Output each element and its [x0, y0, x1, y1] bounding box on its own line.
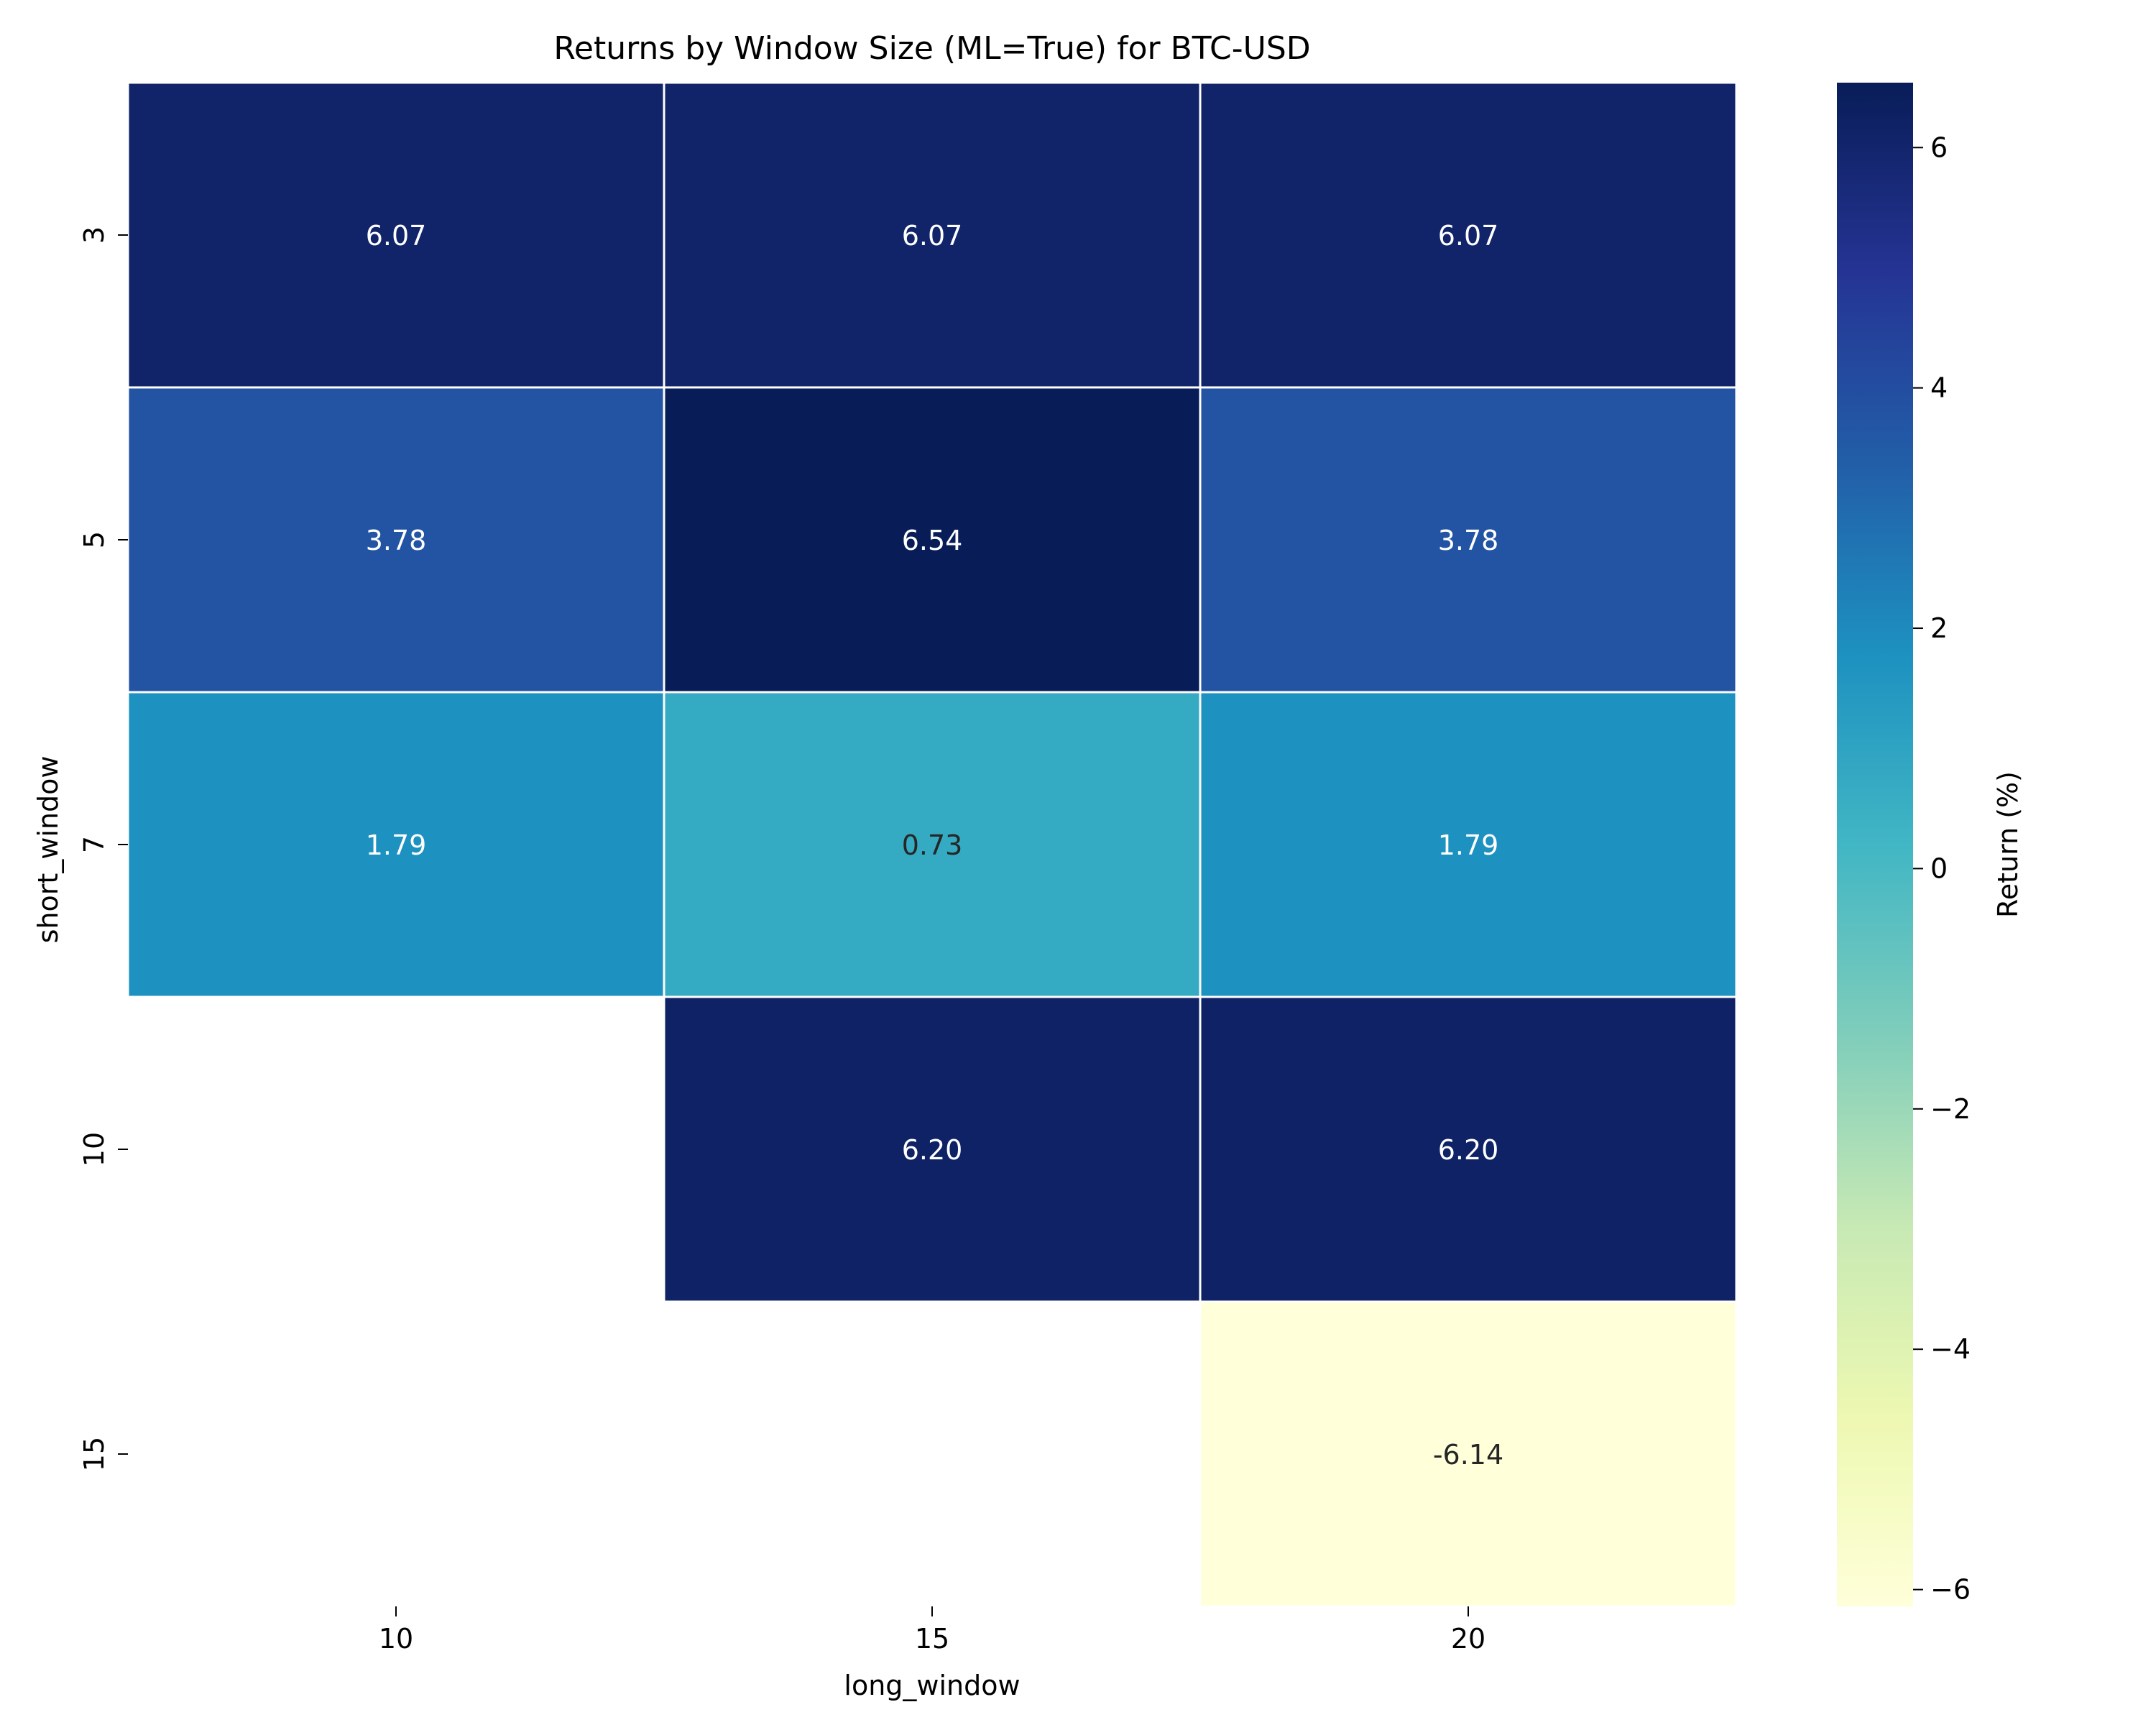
- colorbar-ticks: 6 4 2 0 −2 −4 −6: [1913, 132, 1971, 1606]
- heatmap-cell: [126, 81, 665, 389]
- chart-title: Returns by Window Size (ML=True) for BTC…: [553, 30, 1310, 67]
- x-axis-label: long_window: [844, 1670, 1020, 1701]
- heatmap-cell: [663, 995, 1202, 1303]
- heatmap-cell: [663, 386, 1202, 694]
- colorbar-tick-label: 0: [1930, 852, 1948, 884]
- x-axis: 10 15 20: [379, 1606, 1485, 1655]
- colorbar-gradient: [1837, 83, 1913, 1606]
- colorbar-label: Return (%): [1992, 771, 2024, 918]
- y-tick-label: 10: [78, 1132, 110, 1167]
- colorbar-tick-label: 6: [1930, 132, 1948, 163]
- heatmap-cell: [663, 81, 1202, 389]
- heatmap-cell: [1199, 995, 1738, 1303]
- colorbar-tick-label: −2: [1930, 1093, 1971, 1125]
- cell-annotations: 6.07 6.07 6.07 3.78 6.54 3.78 1.79 0.73 1.79 6.20…: [366, 220, 1503, 1471]
- heatmap-cell: [126, 691, 665, 998]
- heatmap-cell: [663, 691, 1202, 998]
- cell-value-label: 6.54: [902, 525, 963, 556]
- y-axis-label: short_window: [32, 756, 64, 944]
- y-tick-label: 3: [78, 226, 110, 244]
- y-tick-label: 7: [78, 836, 110, 853]
- heatmap-cell: [1199, 386, 1738, 694]
- cell-value-label: 6.07: [366, 220, 427, 252]
- x-tick-label: 10: [379, 1623, 413, 1655]
- colorbar-tick-label: −4: [1930, 1333, 1971, 1365]
- colorbar: 6 4 2 0 −2 −4 −6 Return (%): [1837, 83, 2024, 1606]
- colorbar-tick-label: 2: [1930, 612, 1948, 644]
- heatmap-cells: [126, 81, 1738, 1608]
- cell-value-label: 6.20: [1438, 1134, 1499, 1166]
- cell-value-label: 6.07: [1438, 220, 1499, 252]
- colorbar-tick-label: −6: [1930, 1574, 1971, 1606]
- cell-value-label: 3.78: [1438, 525, 1499, 556]
- x-tick-label: 20: [1451, 1623, 1485, 1655]
- cell-value-label: 1.79: [366, 829, 427, 861]
- cell-value-label: -6.14: [1433, 1439, 1503, 1471]
- colorbar-tick-label: 4: [1930, 372, 1948, 404]
- y-tick-label: 15: [78, 1437, 110, 1471]
- y-tick-label: 5: [78, 531, 110, 548]
- cell-value-label: 6.20: [902, 1134, 963, 1166]
- heatmap-cell: [126, 386, 665, 694]
- cell-value-label: 3.78: [366, 525, 427, 556]
- cell-value-label: 0.73: [902, 829, 963, 861]
- y-axis: 3 5 7 10 15: [78, 226, 128, 1471]
- heatmap-cell: [1199, 81, 1738, 389]
- cell-value-label: 1.79: [1438, 829, 1499, 861]
- x-tick-label: 15: [915, 1623, 949, 1655]
- cell-value-label: 6.07: [902, 220, 963, 252]
- heatmap-cell: [1199, 1300, 1738, 1608]
